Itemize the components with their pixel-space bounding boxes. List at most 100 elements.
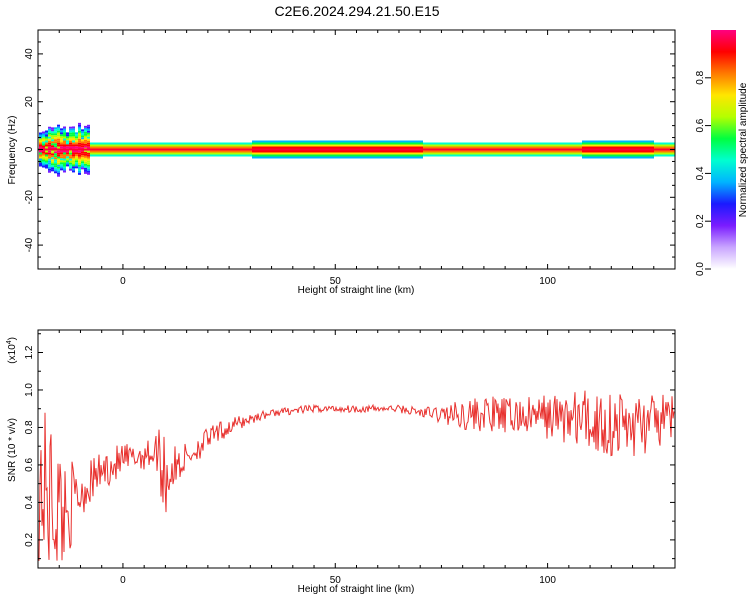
heat-cell [204,142,207,145]
heat-cell [492,146,495,149]
heat-cell [66,134,69,137]
heat-cell [642,154,645,157]
heat-cell [177,146,180,149]
heat-cell [393,142,396,145]
heat-cell [87,138,90,141]
heat-cell [312,144,315,147]
heat-cell [75,152,78,155]
heat-cell [87,164,90,167]
heat-cell [333,142,336,145]
heat-cell [42,143,45,146]
heat-cell [237,154,240,157]
heat-cell [141,146,144,149]
heat-cell [204,150,207,153]
heat-cell [135,150,138,153]
heat-cell [423,146,426,149]
heat-cell [246,144,249,147]
heat-cell [630,144,633,147]
heat-cell [297,152,300,155]
heat-cell [84,145,87,148]
heat-cell [627,156,630,159]
svg-text:(x104): (x104) [6,337,18,364]
heat-cell [651,150,654,153]
heat-cell [81,157,84,160]
heat-cell [93,152,96,155]
heat-cell [42,155,45,158]
heat-cell [624,156,627,159]
heat-cell [600,146,603,149]
heat-cell [87,166,90,169]
heat-cell [57,166,60,169]
heat-cell [468,152,471,155]
heat-cell [633,154,636,157]
heat-cell [111,150,114,153]
heat-cell [318,156,321,159]
heat-cell [147,142,150,145]
heat-cell [111,154,114,157]
heat-cell [138,142,141,145]
heat-cell [468,154,471,157]
heat-cell [210,154,213,157]
heat-cell [489,142,492,145]
heat-cell [45,150,48,153]
heat-cell [285,146,288,149]
heat-cell [87,134,90,137]
heat-cell [147,154,150,157]
heat-cell [270,146,273,149]
heat-cell [156,152,159,155]
heat-cell [54,139,57,142]
heat-cell [42,151,45,154]
heat-cell [357,154,360,157]
heat-cell [312,154,315,157]
heat-cell [444,146,447,149]
heat-cell [318,150,321,153]
heat-cell [420,152,423,155]
heat-cell [78,134,81,137]
heat-cell [312,152,315,155]
heat-cell [360,154,363,157]
heat-cell [138,154,141,157]
heat-cell [393,146,396,149]
heat-cell [63,134,66,137]
heat-cell [144,142,147,145]
heat-cell [150,144,153,147]
heat-cell [87,142,90,145]
heat-cell [375,156,378,159]
heat-cell [114,150,117,153]
heat-cell [474,146,477,149]
heat-cell [129,152,132,155]
heat-cell [189,142,192,145]
heat-cell [624,144,627,147]
heat-cell [507,150,510,153]
heat-cell [603,156,606,159]
heat-cell [594,142,597,145]
heat-cell [429,150,432,153]
heat-cell [639,142,642,145]
heat-cell [621,144,624,147]
heat-cell [360,140,363,143]
heat-cell [399,142,402,145]
heat-cell [600,142,603,145]
heat-cell [528,154,531,157]
heat-cell [447,144,450,147]
heat-cell [426,150,429,153]
heat-cell [84,171,87,174]
heat-cell [657,150,660,153]
heat-cell [111,152,114,155]
heat-cell [258,152,261,155]
heat-cell [147,146,150,149]
heat-cell [255,152,258,155]
heat-cell [81,165,84,168]
heat-cell [567,154,570,157]
heat-cell [648,156,651,159]
heat-cell [63,130,66,133]
heat-cell [306,146,309,149]
heat-cell [60,128,63,131]
heat-cell [81,133,84,136]
heat-cell [270,144,273,147]
heat-cell [312,156,315,159]
heat-cell [45,162,48,165]
heat-cell [258,140,261,143]
heat-cell [39,156,42,159]
heat-cell [57,130,60,133]
